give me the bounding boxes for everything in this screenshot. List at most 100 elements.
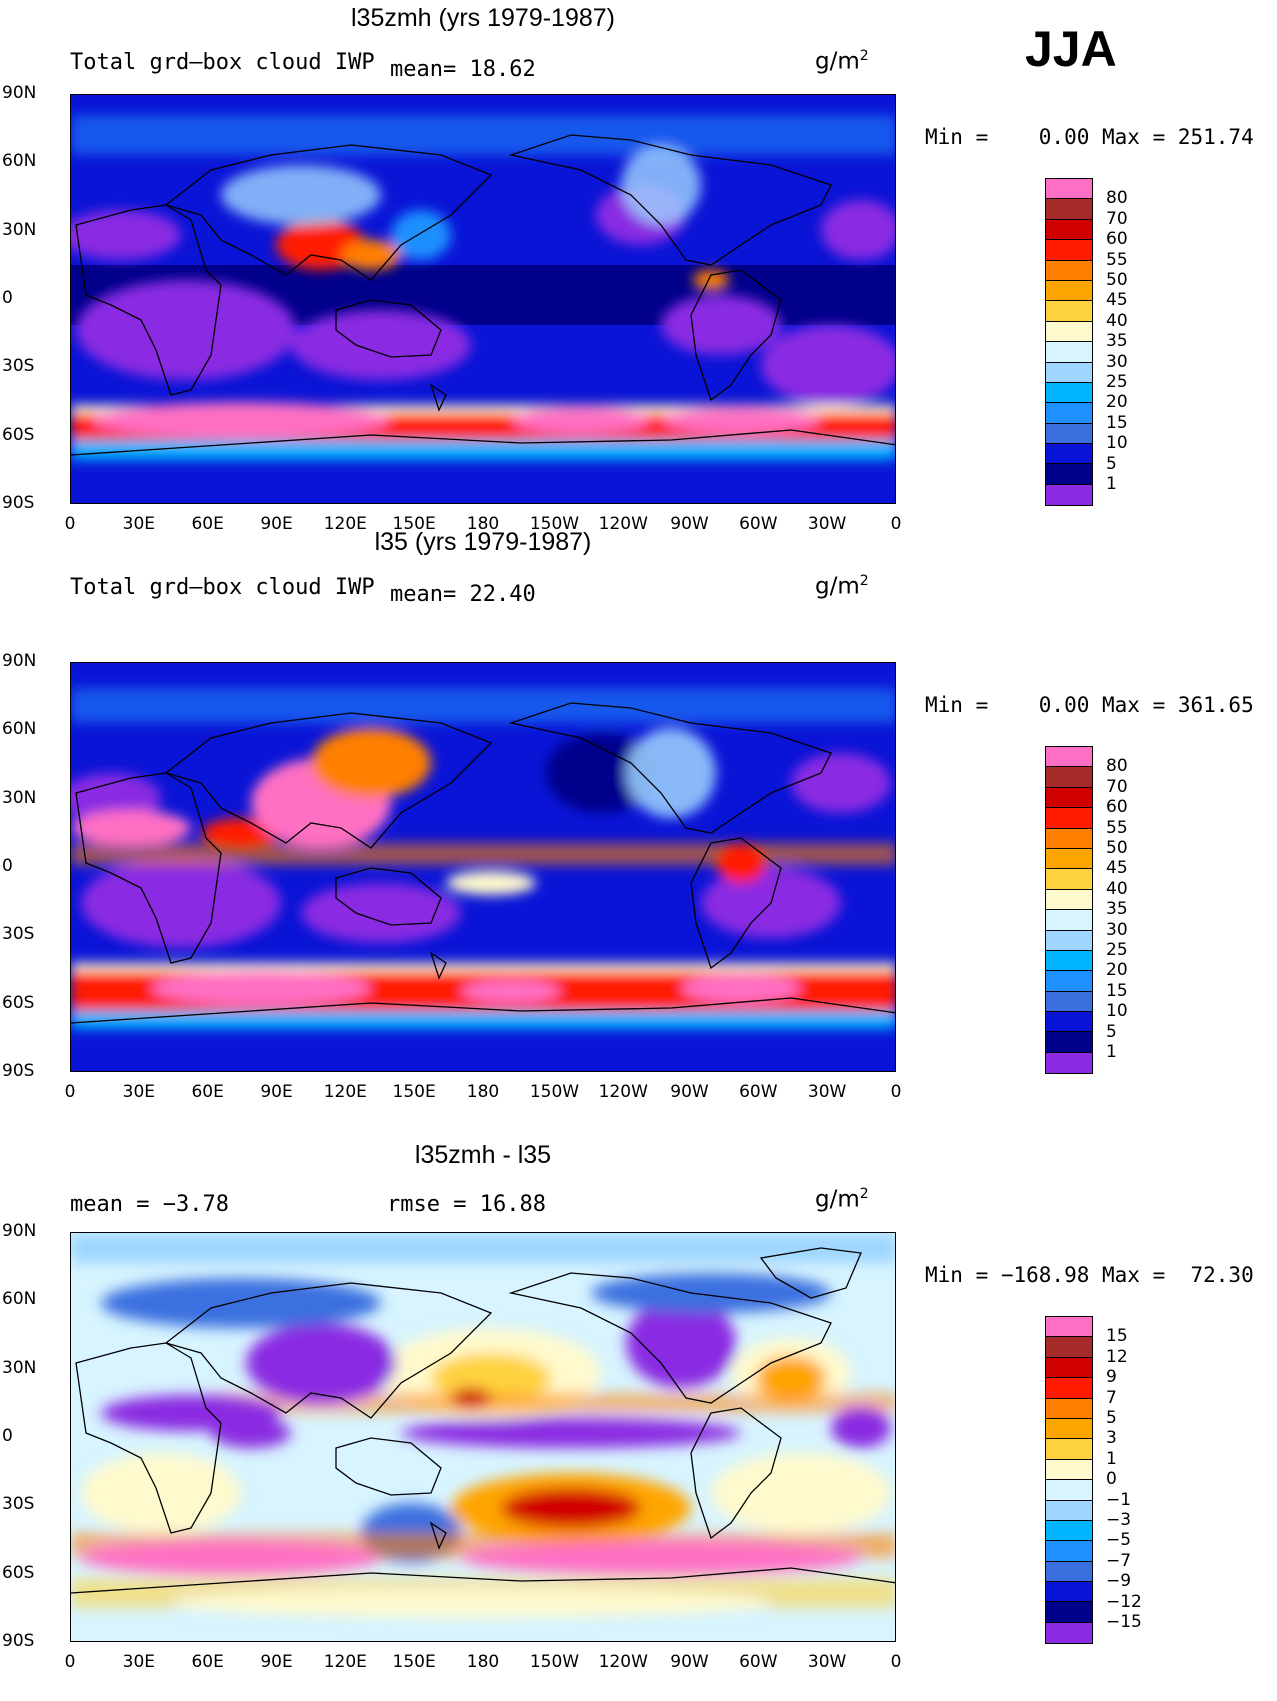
colorbar-swatch [1046,321,1092,343]
colorbar-swatch [1046,219,1092,241]
colorbar-tick-label: 50 [1106,270,1128,290]
panel-2-mean: mean= 22.40 [390,582,536,607]
colorbar-swatch [1046,301,1092,322]
lat-label: 60S [2,424,35,445]
colorbar-tick-label: 55 [1106,817,1128,838]
lon-label: 60W [739,1652,778,1672]
panel-1-map [70,94,896,504]
colorbar-swatch [1046,950,1092,972]
lon-label: 30W [807,1082,847,1102]
panel-2-map [70,662,896,1072]
colorbar-tick-label: 1 [1106,474,1117,494]
lon-label: 30E [122,514,156,534]
lat-label: 30S [2,1494,35,1515]
colorbar-swatch [1046,1378,1092,1399]
colorbar-swatch [1046,362,1092,383]
lat-label: 60N [2,1289,37,1310]
colorbar-tick-label: 40 [1106,878,1128,899]
colorbar-swatch [1046,767,1092,788]
panel-2-title: l35 (yrs 1979-1987) [374,528,592,556]
colorbar-swatch [1046,1439,1092,1460]
colorbar-swatch [1046,1317,1092,1338]
colorbar-tick-label: 15 [1106,980,1128,1001]
colorbar-swatch [1046,423,1092,445]
colorbar-swatch [1046,930,1092,951]
lon-label: 0 [64,1082,76,1102]
colorbar-tick-label: 20 [1106,392,1128,413]
lat-label: 90S [2,1631,35,1651]
colorbar-swatch [1046,869,1092,890]
colorbar-tick-label: 10 [1106,433,1128,454]
colorbar-swatch [1046,199,1092,220]
lat-label: 90S [2,1061,35,1081]
panel-2-variable-label: Total grd–box cloud IWP [70,575,375,600]
colorbar-tick-label: 15 [1106,1326,1128,1347]
colorbar-tick-label: −15 [1106,1612,1142,1632]
lat-label: 60S [2,992,35,1013]
colorbar-swatch [1046,1520,1092,1542]
colorbar-tick-label: 5 [1106,1021,1117,1042]
lon-label: 120E [323,514,367,534]
colorbar-swatch [1046,403,1092,424]
colorbar-swatch [1046,1337,1092,1358]
lat-label: 0 [2,1426,13,1446]
lon-label: 150W [529,514,580,534]
colorbar-tick-label: 12 [1106,1346,1128,1367]
lon-label: 150E [392,514,436,534]
colorbar-tick-label: 1 [1106,1448,1117,1469]
lon-label: 60E [191,1652,224,1672]
colorbar-swatch [1046,1480,1092,1501]
colorbar-tick-label: 60 [1106,797,1128,818]
colorbar-swatch [1046,240,1092,261]
lat-label: 90N [2,651,37,671]
lat-label: 90N [2,83,37,103]
colorbar-tick-label: 10 [1106,1001,1128,1022]
colorbar-swatch [1046,787,1092,809]
colorbar-tick-label: 3 [1106,1428,1117,1449]
lat-label: 30N [2,787,37,808]
colorbar-tick-label: 5 [1106,453,1117,474]
panel-1-minmax: Min = 0.00 Max = 251.74 [925,125,1254,149]
panel-3-colorbar [1045,1316,1093,1645]
panel-2-minmax: Min = 0.00 Max = 361.65 [925,693,1254,717]
lon-label: 90W [670,1082,709,1102]
lat-label: 60S [2,1562,35,1583]
colorbar-tick-label: −12 [1106,1591,1142,1612]
lon-label: 90W [670,514,709,534]
lat-label: 90S [2,493,35,513]
colorbar-swatch [1046,971,1092,992]
lon-label: 90E [260,514,293,534]
panel-3-mean: mean = −3.78 [70,1192,229,1217]
panel-2-colorbar [1045,746,1093,1075]
panel-3-minmax: Min = −168.98 Max = 72.30 [925,1263,1254,1287]
lat-label: 30S [2,356,35,377]
colorbar-tick-label: −5 [1106,1530,1132,1551]
colorbar-tick-label: 50 [1106,838,1128,858]
lon-label: 150E [392,1082,436,1102]
lon-label: 30W [807,1652,847,1672]
colorbar-swatch [1046,808,1092,829]
colorbar-tick-label: 35 [1106,899,1128,920]
lon-label: 30W [807,514,847,534]
panel-3-unit: g/m2 [815,1186,869,1213]
lon-label: 90E [260,1082,293,1102]
lat-label: 90N [2,1221,37,1241]
colorbar-tick-label: 60 [1106,229,1128,250]
colorbar-swatch [1046,444,1092,465]
colorbar-tick-label: 0 [1106,1469,1117,1490]
lon-label: 180 [466,1082,500,1102]
colorbar-tick-label: 70 [1106,776,1128,797]
colorbar-swatch [1046,1012,1092,1033]
colorbar-swatch [1046,1459,1092,1481]
colorbar-swatch [1046,1561,1092,1583]
colorbar-swatch [1046,179,1092,200]
colorbar-tick-label: 25 [1106,940,1128,960]
colorbar-tick-label: 7 [1106,1387,1117,1408]
lon-label: 150W [529,1652,580,1672]
colorbar-tick-label: −9 [1106,1571,1132,1592]
lon-label: 120W [598,1652,648,1672]
lat-label: 0 [2,856,13,876]
colorbar-swatch [1046,1418,1092,1440]
colorbar-tick-label: 30 [1106,351,1128,372]
colorbar-swatch [1046,1500,1092,1521]
